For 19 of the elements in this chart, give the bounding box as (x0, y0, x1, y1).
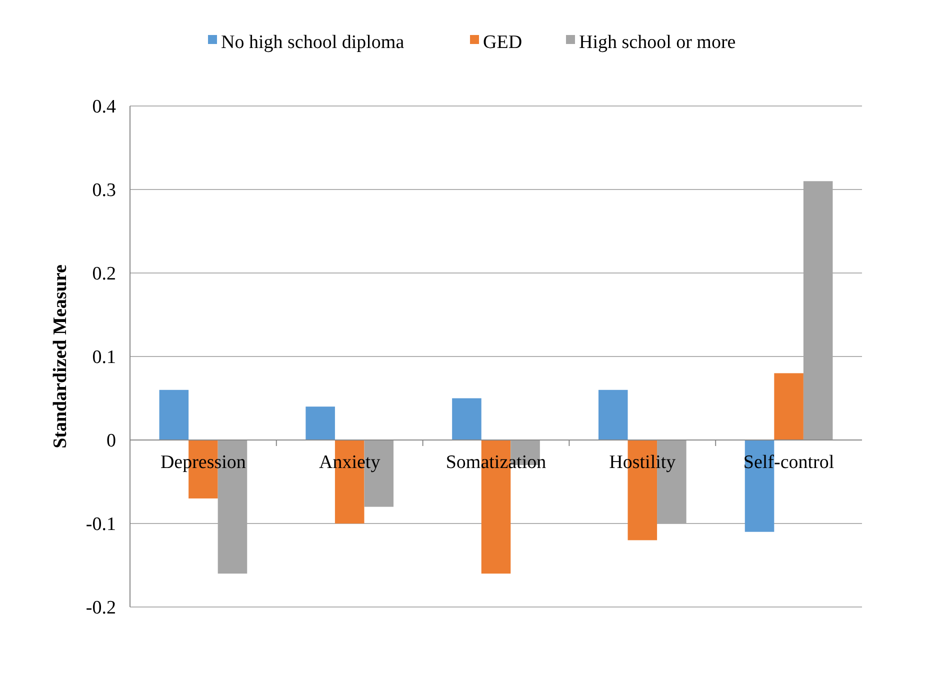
legend-label: No high school diploma (221, 32, 405, 53)
x-tick-label: Anxiety (318, 452, 381, 473)
bar (306, 406, 335, 440)
bar (774, 373, 804, 440)
bar (452, 398, 482, 440)
bar (598, 390, 628, 440)
x-tick-label: Hostility (609, 452, 676, 473)
y-tick-label: 0.2 (92, 264, 116, 285)
y-tick-label: 0.3 (92, 180, 116, 202)
bar (159, 390, 189, 440)
y-tick-label: -0.1 (86, 514, 116, 536)
x-tick-label: Depression (160, 452, 246, 473)
y-tick-label: 0 (106, 430, 116, 452)
y-tick-label: 0.4 (92, 96, 116, 118)
y-tick-label: 0.1 (92, 347, 116, 368)
y-tick-label: -0.2 (86, 598, 116, 619)
legend-label: High school or more (579, 32, 736, 53)
y-axis-title: Standardized Measure (50, 264, 71, 448)
legend-label: GED (483, 32, 522, 53)
